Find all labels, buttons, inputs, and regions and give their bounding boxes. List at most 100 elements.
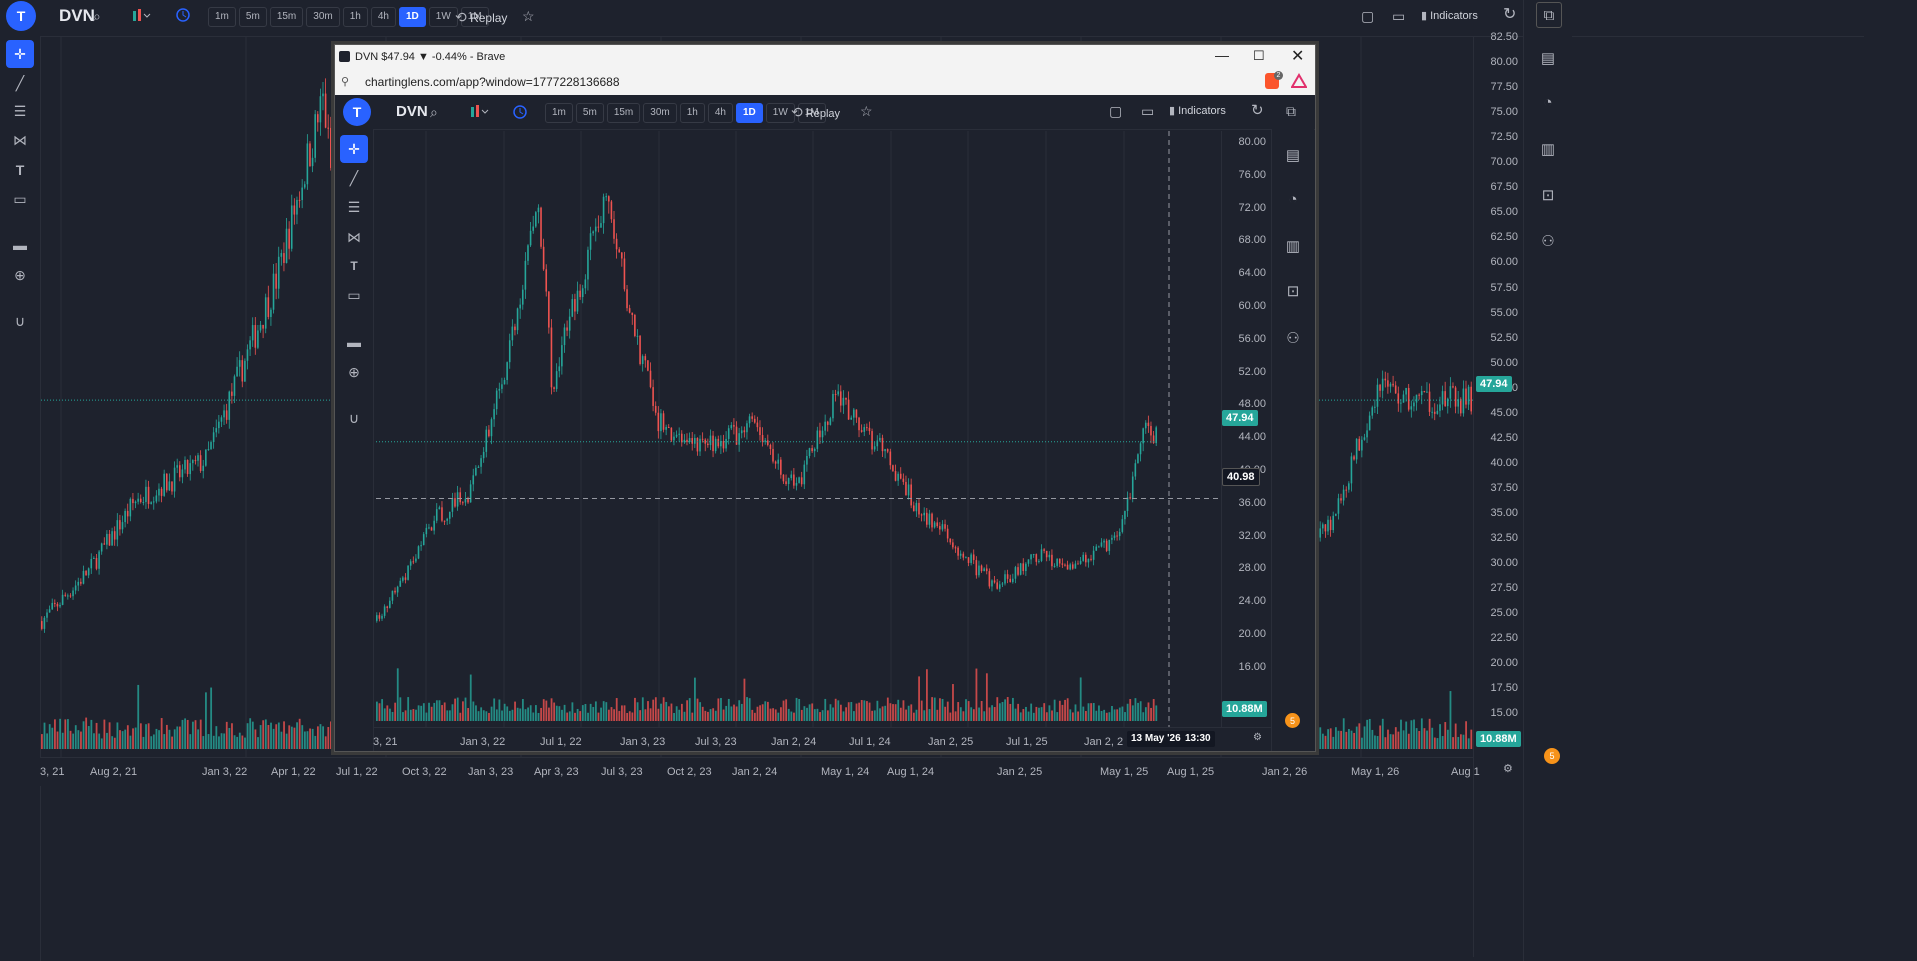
comment-tool-icon[interactable]: ▭ <box>13 190 27 207</box>
settings-icon[interactable]: ⚙ <box>1503 763 1513 775</box>
ruler-tool-icon[interactable]: ▬ <box>13 237 27 253</box>
popup-zoom-tool-icon[interactable]: ⊕ <box>348 363 360 380</box>
popup-volume-bar <box>949 712 952 721</box>
site-info-icon[interactable]: ⚲ <box>341 76 350 88</box>
popup-snapshot-icon[interactable]: ▭ <box>1141 103 1155 119</box>
timeframe-5m-button[interactable]: 5m <box>238 7 267 27</box>
main-volume-bar <box>1397 731 1400 749</box>
popup-candle-style-icon[interactable] <box>469 105 489 124</box>
main-candle-body <box>1423 391 1426 393</box>
multi-window-icon[interactable]: ⧉ <box>1536 2 1562 28</box>
popup-volume-bar <box>1022 709 1025 721</box>
indicators-button[interactable]: ▮ Indicators <box>1421 10 1478 22</box>
stats-icon[interactable]: ▥ <box>1540 141 1556 158</box>
magnet-tool-icon[interactable]: ∪ <box>14 312 26 329</box>
popup-chart-svg[interactable] <box>376 131 1221 727</box>
replay-button[interactable]: ⟲ Replay <box>455 10 507 25</box>
search-icon[interactable]: ⌕ <box>93 8 101 24</box>
snapshot-icon[interactable]: ▭ <box>1392 8 1406 24</box>
popup-time-axis[interactable]: 3, 21 Jan 3, 22 Jul 1, 22 Jan 3, 23 Jul 3, 2… <box>373 727 1271 752</box>
popup-symbol-name[interactable]: DVN <box>396 103 428 120</box>
symbol-name[interactable]: DVN <box>59 6 95 25</box>
popup-user-avatar[interactable]: T <box>343 98 371 126</box>
candle-style-icon[interactable] <box>131 9 151 28</box>
popup-refresh-icon[interactable]: ↻ <box>1251 102 1264 119</box>
popup-multi-window-icon[interactable]: ⧉ <box>1286 103 1296 119</box>
robot-icon[interactable]: ⊡ <box>1541 187 1555 204</box>
timeframe-1d-button[interactable]: 1D <box>398 7 426 27</box>
popup-search-icon[interactable]: ⌕ <box>430 104 438 120</box>
popup-volume-bar <box>899 707 902 721</box>
brave-rewards-icon[interactable] <box>1290 73 1308 92</box>
popup-indicators-button[interactable]: ▮ Indicators <box>1169 105 1226 117</box>
minimize-icon[interactable]: — <box>1215 47 1229 63</box>
address-bar[interactable]: ⚲ chartinglens.com/app?window=1777228136… <box>335 69 1315 96</box>
time-axis[interactable]: 3, 21 Aug 2, 21 Jan 3, 22 Apr 1, 22 Jul 1, 2… <box>40 757 1480 786</box>
popup-pattern-tool-icon[interactable]: ⋈ <box>347 228 361 245</box>
popup-volume-bar <box>816 708 819 721</box>
clock-icon[interactable] <box>176 8 190 27</box>
popup-alert-icon[interactable]: ◔ <box>1288 190 1298 208</box>
main-candle-body <box>215 428 218 433</box>
close-icon[interactable]: ✕ <box>1291 48 1305 65</box>
alert-icon[interactable]: ◔ <box>1543 93 1553 111</box>
popup-trendline-tool-icon[interactable]: ╱ <box>349 169 359 186</box>
user-avatar[interactable]: T <box>6 1 36 31</box>
watchlist-icon[interactable]: ▤ <box>1540 50 1556 67</box>
popup-robot-icon[interactable]: ⊡ <box>1286 283 1300 300</box>
timeframe-1h-button[interactable]: 1h <box>342 7 368 27</box>
popup-replay-button[interactable]: ⟲ Replay <box>791 105 840 120</box>
popup-settings-icon[interactable]: ⚙ <box>1253 732 1262 743</box>
popup-notification-badge[interactable]: 5 <box>1285 713 1300 728</box>
popup-magnet-tool-icon[interactable]: ∪ <box>348 409 360 426</box>
popup-text-tool-icon[interactable]: T <box>350 259 358 273</box>
popup-price-axis[interactable]: 80.00 76.00 72.00 68.00 64.00 60.00 56.00 52.00… <box>1221 131 1272 727</box>
popup-candle-body <box>761 435 764 442</box>
fib-tool-icon[interactable]: ☰ <box>13 102 27 119</box>
popup-star-icon[interactable]: ☆ <box>860 103 873 119</box>
trendline-tool-icon[interactable]: ╱ <box>15 74 25 91</box>
popup-ruler-tool-icon[interactable]: ▬ <box>347 334 361 350</box>
popup-timeframe-1m-button[interactable]: 1m <box>545 103 573 123</box>
popup-timeframe-1w-button[interactable]: 1W <box>765 103 795 123</box>
text-tool-icon[interactable]: T <box>15 162 25 178</box>
popup-comment-tool-icon[interactable]: ▭ <box>347 286 361 303</box>
refresh-icon[interactable]: ↻ <box>1503 6 1517 23</box>
popup-watchlist-icon[interactable]: ▤ <box>1285 147 1301 164</box>
timeframe-1m-button[interactable]: 1m <box>208 7 236 27</box>
zoom-tool-icon[interactable]: ⊕ <box>14 266 26 283</box>
popup-timeframe-1d-button[interactable]: 1D <box>735 103 763 123</box>
popup-crosshair-tool-icon[interactable]: ✛ <box>340 135 368 163</box>
maximize-icon[interactable]: ☐ <box>1253 48 1265 63</box>
timeframe-30m-button[interactable]: 30m <box>306 7 340 27</box>
popup-timeframe-1m-button[interactable]: 1M <box>797 103 826 123</box>
price-axis[interactable]: 82.50 80.00 77.50 75.00 72.50 70.00 67.50 65.00… <box>1473 31 1524 957</box>
timeframe-15m-button[interactable]: 15m <box>269 7 304 27</box>
layout-icon[interactable]: ▢ <box>1361 8 1375 24</box>
popup-timeframe-1h-button[interactable]: 1h <box>679 103 705 123</box>
popup-candle-body <box>1095 546 1098 551</box>
timeframe-4h-button[interactable]: 4h <box>370 7 396 27</box>
crosshair-tool-icon[interactable]: ✛ <box>6 40 34 68</box>
community-icon[interactable]: ⚇ <box>1541 233 1555 250</box>
url-text[interactable]: chartinglens.com/app?window=177722813668… <box>365 75 620 89</box>
main-volume-bar <box>147 723 150 749</box>
star-icon[interactable]: ☆ <box>522 8 535 24</box>
popup-stats-icon[interactable]: ▥ <box>1285 238 1301 255</box>
popup-timeframe-30m-button[interactable]: 30m <box>643 103 677 123</box>
timeframe-1m-button[interactable]: 1M <box>460 7 489 27</box>
popup-community-icon[interactable]: ⚇ <box>1286 330 1300 347</box>
window-titlebar[interactable]: DVN $47.94 ▼ -0.44% - Brave — ☐ ✕ <box>335 45 1315 69</box>
popup-candle-body <box>985 568 988 572</box>
notification-badge[interactable]: 5 <box>1544 748 1560 764</box>
popup-timeframe-5m-button[interactable]: 5m <box>575 103 604 123</box>
popup-timeframe-15m-button[interactable]: 15m <box>606 103 641 123</box>
popup-layout-icon[interactable]: ▢ <box>1109 103 1123 119</box>
popup-chart-area[interactable] <box>376 131 1221 727</box>
popup-candle-body <box>381 615 383 619</box>
popup-timeframe-4h-button[interactable]: 4h <box>707 103 733 123</box>
pattern-tool-icon[interactable]: ⋈ <box>13 131 27 148</box>
timeframe-1w-button[interactable]: 1W <box>428 7 458 27</box>
popup-fib-tool-icon[interactable]: ☰ <box>347 198 361 215</box>
popup-clock-icon[interactable] <box>513 105 527 124</box>
